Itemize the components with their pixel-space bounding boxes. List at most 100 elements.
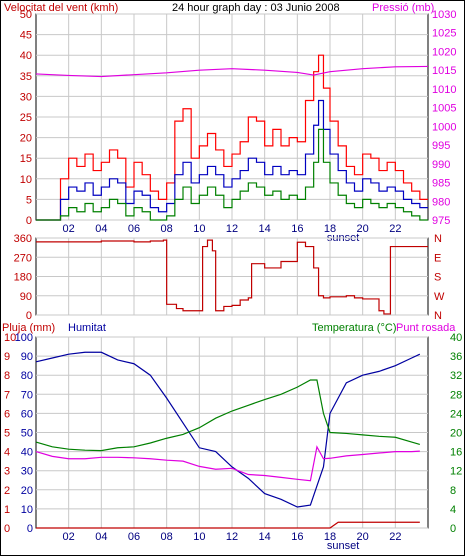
y-tick-label: 975	[432, 215, 450, 227]
y-tick-label: 10	[21, 504, 33, 516]
y-tick-label: 5	[4, 428, 10, 440]
wind-speed-title: Velocitat del vent (kmh)	[4, 2, 118, 14]
y-tick-label: 1020	[432, 46, 456, 58]
y-tick-label: 80	[21, 370, 33, 382]
compass-label: W	[434, 291, 445, 303]
x-tick-label: 02	[63, 531, 75, 543]
pressure-title: Pressió (mb)	[372, 2, 434, 14]
dew-point-title: Punt rosada	[396, 322, 456, 334]
rain-title: Pluja (mm)	[2, 322, 55, 334]
y-tick-label: 8	[450, 485, 456, 497]
series-average	[36, 99, 428, 221]
y-tick-label: 0	[26, 310, 32, 322]
y-tick-label: 1010	[432, 84, 456, 96]
y-tick-label: 40	[450, 332, 462, 344]
y-tick-label: 6	[4, 408, 10, 420]
y-tick-label: 2	[4, 485, 10, 497]
y-tick-label: 7	[4, 389, 10, 401]
y-tick-label: 10	[20, 174, 32, 186]
x-tick-label: 16	[291, 531, 303, 543]
series-pressure	[35, 65, 429, 78]
y-tick-label: 1015	[432, 65, 456, 77]
sunset-label: sunset	[327, 540, 359, 552]
x-tick-label: 08	[161, 223, 173, 235]
y-tick-label: 60	[21, 408, 33, 420]
compass-label: S	[434, 272, 441, 284]
x-tick-label: 04	[95, 531, 107, 543]
y-tick-label: 0	[4, 523, 10, 535]
y-tick-label: 990	[432, 159, 450, 171]
y-tick-label: 995	[432, 140, 450, 152]
y-tick-label: 90	[21, 351, 33, 363]
x-tick-label: 10	[193, 531, 205, 543]
x-tick-label: 16	[291, 223, 303, 235]
x-tick-label: 14	[259, 223, 271, 235]
x-tick-label: 18	[324, 223, 336, 235]
x-tick-label: 14	[259, 531, 271, 543]
y-tick-label: 9	[4, 351, 10, 363]
compass-label: N	[434, 233, 442, 245]
x-tick-label: 08	[161, 531, 173, 543]
y-tick-label: 70	[21, 389, 33, 401]
y-tick-label: 980	[432, 196, 450, 208]
date-title: 24 hour graph day : 03 Junio 2008	[172, 2, 340, 14]
x-tick-label: 10	[193, 223, 205, 235]
series-temperature	[35, 379, 421, 452]
x-tick-label: 04	[95, 223, 107, 235]
x-tick-label: 22	[389, 223, 401, 235]
x-tick-label: 02	[63, 223, 75, 235]
y-tick-label: 50	[21, 428, 33, 440]
y-tick-label: 20	[20, 133, 32, 145]
series-minimum	[36, 128, 428, 221]
y-tick-label: 4	[450, 504, 456, 516]
y-tick-label: 270	[14, 252, 32, 264]
y-tick-label: 100	[15, 332, 33, 344]
x-tick-label: 06	[128, 223, 140, 235]
y-tick-label: 1025	[432, 28, 456, 40]
humidity-title: Humitat	[68, 322, 106, 334]
y-tick-label: 0	[26, 215, 32, 227]
y-tick-label: 16	[450, 447, 462, 459]
y-tick-label: 8	[4, 370, 10, 382]
series-humidity	[35, 351, 421, 508]
y-tick-label: 30	[21, 466, 33, 478]
y-tick-label: 985	[432, 178, 450, 190]
temperature-title: Temperatura (°C)	[312, 322, 396, 334]
y-tick-label: 10	[4, 332, 16, 344]
y-tick-label: 24	[450, 408, 462, 420]
series-dew-point	[35, 445, 420, 482]
y-tick-label: 0	[450, 523, 456, 535]
y-tick-label: 1005	[432, 103, 456, 115]
y-tick-label: 40	[21, 447, 33, 459]
y-tick-label: 30	[20, 91, 32, 103]
y-tick-label: 1	[4, 504, 10, 516]
y-tick-label: 28	[450, 389, 462, 401]
y-tick-label: 50	[20, 9, 32, 21]
x-tick-label: 12	[226, 223, 238, 235]
y-tick-label: 5	[26, 194, 32, 206]
x-tick-label: 22	[389, 531, 401, 543]
y-tick-label: 12	[450, 466, 462, 478]
x-tick-label: 12	[226, 531, 238, 543]
y-tick-label: 40	[20, 50, 32, 62]
series-gust	[36, 54, 428, 221]
compass-label: N	[434, 310, 442, 322]
x-tick-label: 20	[357, 531, 369, 543]
y-tick-label: 1030	[432, 9, 456, 21]
y-tick-label: 15	[20, 153, 32, 165]
series-direction	[36, 239, 428, 315]
y-tick-label: 35	[20, 71, 32, 83]
compass-label: E	[434, 252, 441, 264]
y-tick-label: 32	[450, 370, 462, 382]
y-tick-label: 180	[14, 272, 32, 284]
y-tick-label: 36	[450, 351, 462, 363]
y-tick-label: 45	[20, 30, 32, 42]
x-tick-label: 18	[324, 531, 336, 543]
x-tick-label: 20	[357, 223, 369, 235]
y-tick-label: 4	[4, 447, 10, 459]
y-tick-label: 3	[4, 466, 10, 478]
x-tick-label: 06	[128, 531, 140, 543]
series-rain	[36, 521, 420, 529]
